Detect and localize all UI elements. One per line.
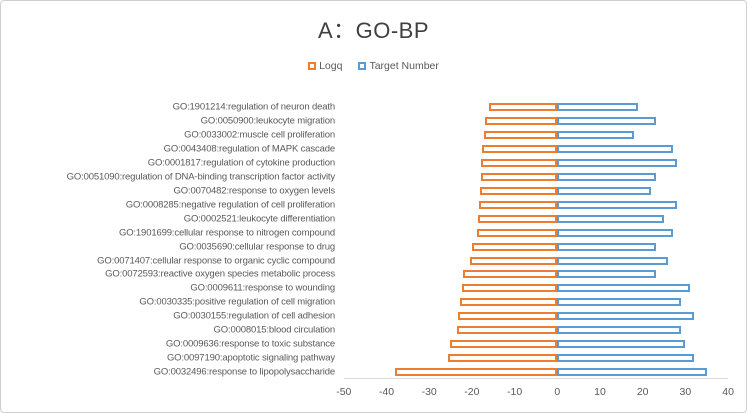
category-label: GO:0050900:leukocyte migration [200, 115, 336, 127]
category-label: GO:1901699:cellular response to nitrogen… [118, 227, 335, 239]
logq-bar [463, 270, 558, 279]
target-number-bar [557, 159, 677, 168]
category-label: GO:0072593:reactive oxygen species metab… [105, 268, 335, 280]
logq-bar [481, 159, 558, 168]
category-label: GO:0001817:regulation of cytokine produc… [147, 157, 335, 169]
category-label: GO:0071407:cellular response to organic … [97, 255, 335, 267]
category-label: GO:0030155:regulation of cell adhesion [173, 310, 335, 322]
target-number-bar [557, 270, 656, 279]
target-number-bar [557, 298, 682, 307]
target-number-bar [557, 256, 669, 265]
logq-bar [480, 186, 558, 195]
target-number-bar [557, 242, 656, 251]
category-label: GO:0008285:negative regulation of cell p… [125, 199, 335, 211]
category-label: GO:0030335:positive regulation of cell m… [139, 296, 335, 308]
logq-bar [457, 326, 558, 335]
logq-bar [472, 242, 558, 251]
target-number-bar [557, 340, 686, 349]
category-label: GO:0070482:response to oxygen levels [173, 185, 336, 197]
x-axis-tick-label: -20 [464, 386, 480, 398]
logq-bar [470, 256, 558, 265]
target-number-bar [557, 284, 690, 293]
logq-swatch-icon [308, 62, 317, 70]
logq-bar [461, 284, 558, 293]
target-number-bar [557, 326, 682, 335]
target-number-bar [557, 312, 694, 321]
x-axis-tick-label: 0 [554, 386, 561, 398]
target-number-bar [557, 117, 656, 126]
x-axis-tick-label: 20 [636, 386, 649, 398]
category-label: GO:1901214:regulation of neuron death [172, 101, 336, 113]
target-number-bar [557, 103, 639, 112]
category-label: GO:0051090:regulation of DNA-binding tra… [66, 171, 336, 183]
x-axis-tick-label: -50 [336, 386, 352, 398]
target-number-bar [557, 131, 635, 140]
logq-bar [450, 340, 558, 349]
x-axis-tick-label: -40 [378, 386, 395, 398]
logq-bar [477, 228, 558, 237]
logq-bar [477, 214, 558, 223]
logq-bar [459, 298, 558, 307]
logq-bar [480, 172, 558, 181]
x-axis-tick-label: -30 [421, 386, 437, 398]
target-number-bar [557, 200, 677, 209]
target-number-bar [557, 228, 673, 237]
legend-label-logq: Logq [319, 60, 343, 72]
x-axis-tick-label: 30 [679, 386, 692, 398]
category-label: GO:0002521:leukocyte differentiation [183, 213, 335, 225]
logq-bar [482, 145, 558, 154]
logq-bar [458, 312, 558, 321]
category-label: GO:0009636:response to toxic substance [165, 338, 335, 350]
target-number-bar [557, 354, 694, 363]
category-label: GO:0008015:blood circulation [213, 324, 336, 336]
logq-bar [485, 117, 558, 126]
target-number-swatch-icon [358, 62, 367, 70]
category-label: GO:0033002:muscle cell proliferation [184, 129, 335, 141]
logq-bar [479, 200, 558, 209]
target-number-bar [557, 214, 665, 223]
logq-bar [488, 103, 558, 112]
chart-title: A：GO-BP [317, 18, 430, 43]
x-axis-tick-label: 10 [594, 386, 606, 398]
target-number-bar [557, 367, 707, 376]
category-label: GO:0009611:response to wounding [190, 282, 335, 294]
x-axis-tick-label: -10 [507, 386, 523, 398]
category-label: GO:0043408:regulation of MAPK cascade [163, 143, 336, 155]
x-axis-tick-label: 40 [722, 386, 734, 398]
logq-bar [447, 354, 558, 363]
target-number-bar [557, 186, 652, 195]
legend-item-target-number: Target Number [358, 60, 439, 72]
legend: Logq Target Number [1, 60, 746, 72]
category-label: GO:0097190:apoptotic signaling pathway [166, 352, 335, 364]
legend-item-logq: Logq [308, 60, 342, 72]
logq-bar [483, 131, 558, 140]
x-axis-line [343, 378, 729, 379]
category-label: GO:0032496:response to lipopolysaccharid… [153, 366, 335, 378]
logq-bar [395, 367, 558, 376]
target-number-bar [557, 172, 656, 181]
target-number-bar [557, 145, 673, 154]
legend-label-target-number: Target Number [369, 60, 439, 72]
category-label: GO:0035690:cellular response to drug [179, 241, 335, 253]
